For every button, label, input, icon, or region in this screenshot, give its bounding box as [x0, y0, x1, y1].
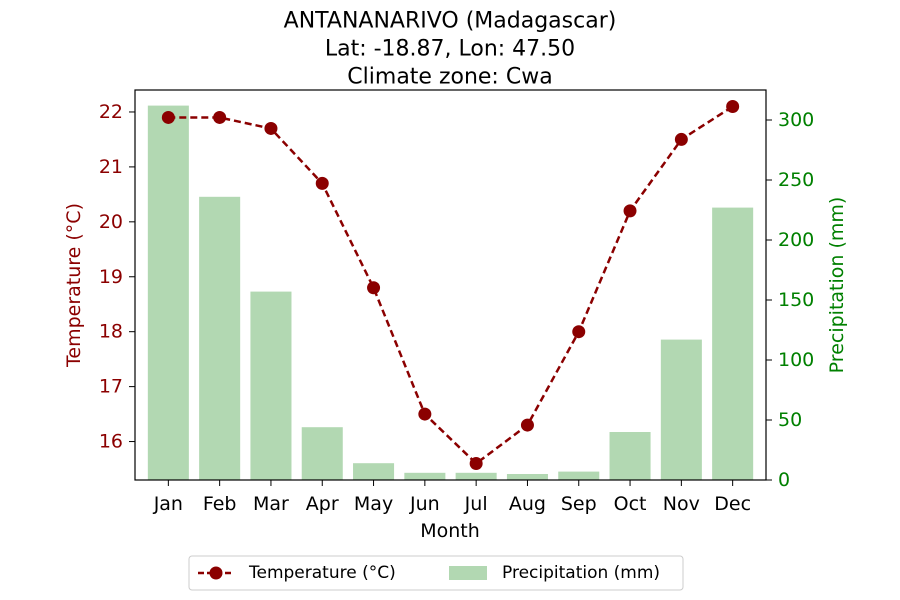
temperature-point-jun: [418, 407, 432, 421]
plot-frame: [134, 89, 767, 481]
x-tick-label: Jan: [153, 493, 183, 515]
temperature-point-oct: [623, 204, 637, 218]
x-tick-label: May: [354, 493, 393, 515]
chart-title: ANTANANARIVO (Madagascar) Lat: -18.87, L…: [284, 9, 617, 90]
y-right-tick-label: 250: [778, 169, 814, 191]
precipitation-bar-mar: [250, 291, 292, 480]
precipitation-bar-jul: [455, 472, 497, 480]
x-axis-label: Month: [420, 520, 480, 542]
temperature-point-sep: [572, 325, 586, 339]
x-tick-label: Oct: [614, 493, 647, 515]
temperature-point-jan: [161, 110, 175, 124]
temperature-point-feb: [213, 110, 227, 124]
y-right-tick-label: 150: [778, 289, 814, 311]
temperature-point-aug: [520, 418, 534, 432]
x-tick-label: Dec: [714, 493, 751, 515]
legend-precipitation-label: Precipitation (mm): [502, 563, 660, 583]
precipitation-bar-jan: [147, 105, 189, 480]
y-right-tick-label: 50: [778, 409, 802, 431]
y-left-tick-label: 22: [99, 101, 123, 123]
precipitation-bar-jun: [404, 472, 446, 480]
precipitation-bars: [147, 105, 754, 481]
precipitation-bar-may: [353, 463, 395, 480]
y-left-tick-label: 21: [99, 156, 123, 178]
x-tick-label: Jun: [409, 493, 440, 515]
x-tick-label: Nov: [663, 493, 700, 515]
y-axis-left: 16 17 18 19 20 21 22: [99, 101, 135, 453]
precipitation-bar-aug: [506, 474, 548, 480]
y-right-tick-label: 200: [778, 229, 814, 251]
temperature-line-layer: [161, 99, 740, 471]
legend-precipitation-swatch: [449, 566, 487, 580]
precipitation-bar-nov: [660, 339, 702, 480]
temperature-point-jul: [469, 457, 483, 471]
legend: Temperature (°C) Precipitation (mm): [188, 555, 684, 591]
precipitation-bar-dec: [712, 207, 754, 480]
temperature-point-may: [367, 281, 381, 295]
precipitation-bar-sep: [558, 471, 600, 480]
temperature-point-apr: [315, 176, 329, 190]
precipitation-bar-apr: [301, 427, 343, 480]
x-tick-label: Feb: [203, 493, 237, 515]
y-left-tick-label: 18: [99, 321, 123, 343]
precipitation-bar-oct: [609, 432, 651, 480]
precipitation-bar-feb: [199, 196, 241, 481]
legend-box: [188, 555, 684, 591]
y-axis-left-label: Temperature (°C): [63, 203, 85, 368]
x-tick-label: Apr: [306, 493, 339, 515]
temperature-point-mar: [264, 121, 278, 135]
chart-title-line-2: Lat: -18.87, Lon: 47.50: [325, 37, 575, 62]
legend-item-precipitation: Precipitation (mm): [449, 563, 660, 583]
x-tick-label: Jul: [464, 493, 488, 515]
y-axis-right-label: Precipitation (mm): [826, 197, 848, 374]
y-axis-right: 0 50 100 150 200 250 300: [766, 109, 814, 491]
x-tick-label: Mar: [253, 493, 289, 515]
temperature-line: [168, 105, 734, 466]
x-axis: Jan Feb Mar Apr May Jun Jul Aug Sep Oct Nov Dec: [153, 480, 751, 515]
temperature-point-nov: [674, 132, 688, 146]
chart-title-line-3: Climate zone: Cwa: [347, 65, 552, 90]
x-tick-label: Sep: [561, 493, 597, 515]
x-tick-label: Aug: [509, 493, 546, 515]
legend-temperature-label: Temperature (°C): [248, 563, 396, 583]
y-right-tick-label: 100: [778, 349, 814, 371]
y-left-tick-label: 20: [99, 211, 123, 233]
y-right-tick-label: 300: [778, 109, 814, 131]
y-left-tick-label: 16: [99, 431, 123, 453]
temperature-point-dec: [726, 99, 740, 113]
y-left-tick-label: 17: [99, 376, 123, 398]
chart-title-line-1: ANTANANARIVO (Madagascar): [284, 9, 617, 34]
legend-temperature-marker-swatch: [209, 566, 223, 580]
y-right-tick-label: 0: [778, 469, 790, 491]
legend-item-temperature: Temperature (°C): [198, 563, 396, 583]
y-left-tick-label: 19: [99, 266, 123, 288]
